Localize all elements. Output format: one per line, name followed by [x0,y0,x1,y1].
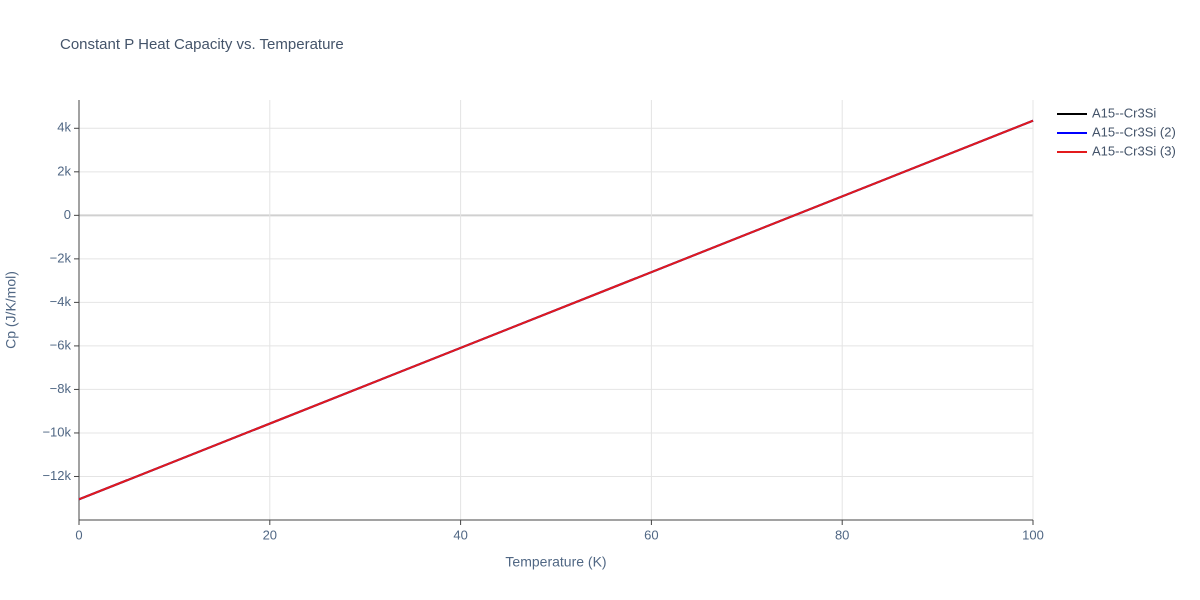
x-tick-label: 20 [263,527,277,542]
x-tick-label: 100 [1022,527,1044,542]
y-tick-label: 0 [64,207,71,222]
x-tick-label: 40 [453,527,467,542]
y-axis-title: Cp (J/K/mol) [3,271,19,349]
y-tick-label: −2k [50,250,72,265]
x-tick-label: 80 [835,527,849,542]
series-line [78,119,1034,501]
x-axis-title: Temperature (K) [505,554,606,570]
y-tick-label: −4k [50,294,72,309]
x-tick-label: 0 [75,527,82,542]
y-tick-label: −10k [42,424,71,439]
legend-label: A15--Cr3Si (3) [1092,143,1176,158]
chart-title: Constant P Heat Capacity vs. Temperature [60,36,344,53]
y-tick-label: 4k [57,120,71,135]
x-tick-label: 60 [644,527,658,542]
y-tick-label: −12k [42,468,71,483]
legend-label: A15--Cr3Si [1092,105,1156,120]
y-tick-label: 2k [57,163,71,178]
y-tick-label: −6k [50,337,72,352]
y-tick-label: −8k [50,381,72,396]
legend-label: A15--Cr3Si (2) [1092,124,1176,139]
